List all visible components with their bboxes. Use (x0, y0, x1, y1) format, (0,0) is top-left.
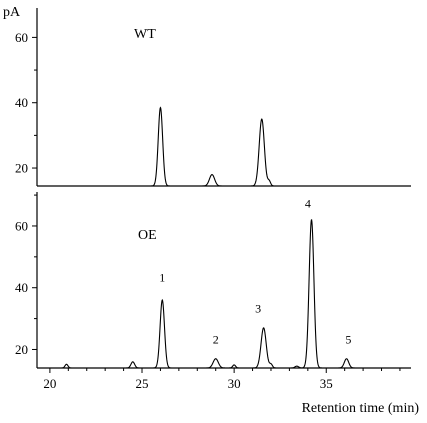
peak-label-4: 4 (305, 196, 311, 210)
x-tick-label: 35 (320, 376, 333, 391)
wt-y-tick-label: 20 (15, 161, 28, 176)
oe-y-tick-label: 40 (15, 280, 28, 295)
x-axis-title: Retention time (min) (302, 401, 420, 416)
oe-y-tick-label: 60 (15, 218, 28, 233)
wt-y-tick-label: 60 (15, 30, 28, 45)
peak-label-5: 5 (345, 332, 351, 346)
wt-trace-line (37, 106, 411, 187)
peak-label-3: 3 (255, 301, 261, 315)
wt-panel-label: WT (134, 27, 156, 42)
x-tick-label: 25 (136, 376, 149, 391)
x-tick-label: 20 (43, 376, 56, 391)
wt-y-tick-label: 40 (15, 95, 28, 110)
oe-panel-label: OE (138, 228, 157, 243)
peak-label-1: 1 (159, 271, 165, 285)
oe-y-tick-label: 20 (15, 342, 28, 357)
peak-label-2: 2 (213, 332, 219, 346)
oe-trace-line (37, 219, 411, 369)
x-tick-label: 30 (228, 376, 241, 391)
y-unit-label: pA (3, 5, 21, 20)
